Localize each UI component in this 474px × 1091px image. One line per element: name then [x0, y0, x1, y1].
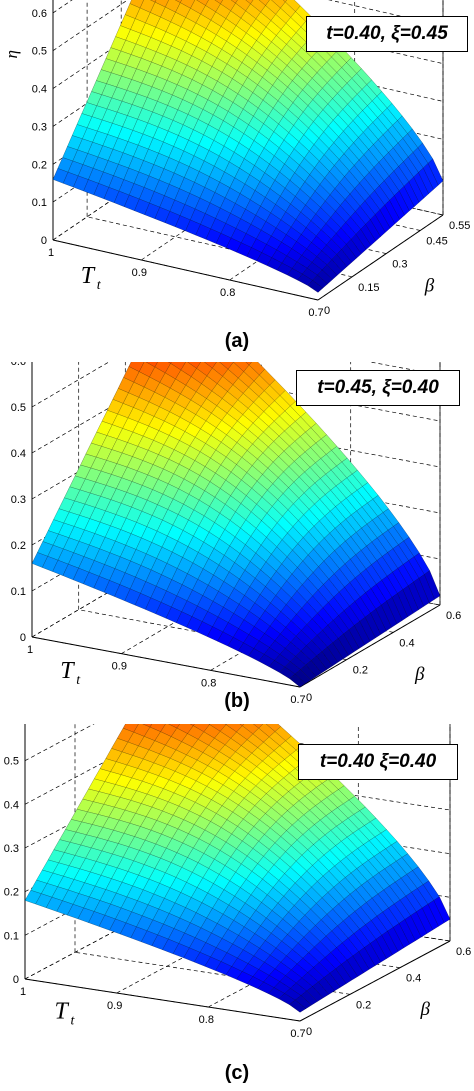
y-tick-label: 0.2 [353, 665, 368, 677]
z-tick-label: 0.1 [4, 930, 19, 942]
annotation-box-b: t=0.45, ξ=0.40 [296, 370, 460, 406]
z-tick-label: 0.1 [32, 197, 47, 209]
z-tick-label: 0 [13, 974, 19, 986]
z-tick-label: 0.2 [11, 540, 26, 552]
caption-a: (a) [224, 330, 250, 352]
x-tick-label: 1 [48, 247, 54, 259]
y-tick-label: 0 [306, 692, 312, 704]
x-axis-label: T [81, 263, 96, 289]
panel-c: 00.10.20.30.40.50.610.90.80.700.20.40.6η… [0, 724, 474, 1091]
annotation-box-a: t=0.40, ξ=0.45 [306, 16, 468, 52]
surface-patch [289, 999, 307, 1013]
x-tick-label: 0.8 [201, 677, 216, 689]
z-tick-label: 0 [20, 632, 26, 644]
y-axis-label: β [420, 999, 431, 1020]
grid-line-back-wall [327, 0, 444, 27]
z-tick-label: 0.5 [11, 402, 26, 414]
annotation-box-c: t=0.40 ξ=0.40 [298, 744, 458, 780]
caption-b: (b) [224, 690, 250, 712]
y-axis-line [317, 214, 444, 301]
z-tick-label: 0.3 [11, 494, 26, 506]
x-axis-label-subscript: t [97, 278, 102, 293]
z-tick-label: 0.4 [4, 799, 19, 811]
surface-plot-c: 00.10.20.30.40.50.610.90.80.700.20.40.6η… [4, 724, 471, 1040]
surface-patch [307, 280, 324, 293]
x-tick-label: 0.9 [132, 267, 147, 279]
z-tick-label: 0.6 [11, 362, 26, 368]
surface-mesh [24, 724, 451, 1013]
y-tick-label: 0.6 [446, 610, 461, 622]
z-tick-label: 0.3 [32, 121, 47, 133]
x-axis-label-subscript: t [76, 673, 81, 688]
grid-line-floor [74, 951, 351, 995]
z-tick-label: 0 [41, 235, 47, 247]
grid-line-left-wall [24, 724, 95, 762]
x-axis-line [52, 239, 319, 301]
x-axis-label: T [55, 999, 70, 1025]
y-tick-label: 0 [306, 1026, 312, 1038]
surface-patch [282, 0, 288, 3]
y-tick-label: 0.4 [399, 637, 414, 649]
z-tick-label: 0.2 [32, 159, 47, 171]
x-tick-label: 1 [20, 986, 26, 998]
y-tick-label: 0.45 [426, 236, 447, 248]
surface-plot-a: 00.10.20.30.40.50.60.710.90.80.700.150.3… [2, 0, 470, 319]
x-tick-label: 0.9 [107, 1000, 122, 1012]
x-tick-label: 0.7 [308, 307, 323, 319]
panel-a: 00.10.20.30.40.50.60.710.90.80.700.150.3… [0, 0, 474, 362]
x-tick-label: 1 [27, 644, 33, 656]
surface-patch [289, 673, 306, 688]
surface-patch [245, 0, 254, 5]
y-tick-label: 0.4 [406, 973, 421, 985]
surface-patch [239, 724, 245, 727]
panel-b: 00.10.20.30.40.50.610.90.80.700.20.40.6η… [0, 362, 474, 724]
z-tick-label: 0.3 [4, 843, 19, 855]
z-tick-label: 0.2 [4, 887, 19, 899]
y-tick-label: 0.3 [392, 259, 407, 271]
y-tick-label: 0.2 [356, 999, 371, 1011]
y-tick-label: 0 [324, 305, 330, 317]
y-tick-label: 0.6 [456, 946, 471, 958]
caption-c: (c) [224, 1062, 250, 1084]
z-tick-label: 0.4 [32, 84, 47, 96]
z-tick-label: 0.5 [32, 46, 47, 58]
surface-plot-b: 00.10.20.30.40.50.610.90.80.700.20.40.6η… [11, 362, 461, 706]
x-axis-label: T [60, 658, 75, 684]
x-axis-line [24, 978, 301, 1022]
surface-mesh [31, 362, 441, 688]
y-tick-label: 0.55 [449, 220, 470, 232]
surface-patch [214, 0, 223, 5]
x-tick-label: 0.7 [290, 1028, 305, 1040]
grid-line-back-wall [174, 767, 451, 811]
x-tick-label: 0.8 [220, 287, 235, 299]
surface-mesh [52, 0, 444, 293]
y-axis-line [299, 604, 441, 688]
x-axis-line [31, 636, 301, 688]
y-tick-label: 0.15 [358, 282, 379, 294]
z-axis-label: η [2, 50, 21, 58]
grid-line-back-wall [368, 362, 441, 376]
x-tick-label: 0.9 [112, 661, 127, 673]
x-tick-label: 0.7 [290, 694, 305, 706]
grid-line-back-wall [174, 811, 451, 855]
surface-patch [245, 362, 252, 366]
x-axis-label-subscript: t [71, 1014, 76, 1029]
z-tick-label: 0.6 [32, 8, 47, 20]
z-tick-label: 0.1 [11, 586, 26, 598]
y-axis-line [299, 940, 451, 1022]
z-tick-label: 0.5 [4, 756, 19, 768]
x-tick-label: 0.8 [199, 1014, 214, 1026]
z-tick-label: 0.4 [11, 448, 26, 460]
y-axis-label: β [414, 664, 425, 685]
y-axis-label: β [424, 275, 435, 296]
